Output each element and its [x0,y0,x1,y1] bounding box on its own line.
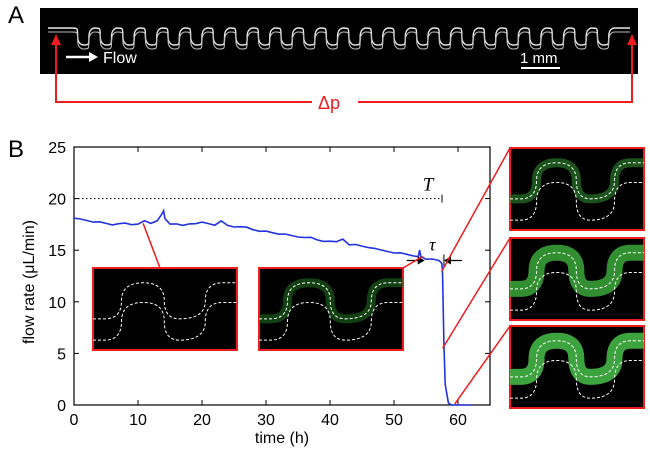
x-tick-label: 0 [70,412,79,429]
reference-line-group [74,194,443,203]
T-label: T [423,175,435,196]
pressure-label-bg [312,92,358,112]
y-tick-label: 0 [57,398,66,415]
x-tick-label: 50 [385,412,403,429]
inset-connector-line [142,223,161,269]
y-tick-label: 5 [57,346,66,363]
inset-connector-line [442,237,511,349]
serpentine-channel-outline [48,27,630,46]
flow-rate-chart: 0 10 20 30 40 50 60 0 5 10 15 20 25 time (h) flow ra… [21,140,645,447]
inset-connector-line [441,147,511,272]
panel-b-letter: B [8,136,25,163]
inset-images [92,147,645,409]
flow-arrow-head [89,52,98,62]
plot-frame [73,146,491,406]
inset-image [258,267,404,351]
inset-image [509,237,645,321]
flow-rate-trace [73,208,471,406]
panel-a-letter: A [8,2,25,29]
x-axis-label: time (h) [255,430,309,447]
inset-connector-line [454,325,511,405]
inset-image [509,147,645,231]
inset-channel-outline-lower [93,301,237,341]
serpentine-channel-outline [48,31,630,50]
pressure-label: Δp [318,93,340,113]
inset-fluorescence [510,332,644,385]
inset-fluorescence [510,158,644,204]
chart-axes [73,146,491,406]
panel-a-figure: Flow 1 mm Δp [40,8,638,113]
inset-fluorescence [510,244,644,297]
inset-connector-line [402,255,424,269]
inset-channel-outline-lower [510,271,644,311]
flow-label: Flow [103,50,137,67]
inlet-arrow-head [51,34,61,45]
tau-label: τ [429,235,436,255]
x-tick-label: 20 [193,412,211,429]
scale-bar-label: 1 mm [520,50,558,67]
y-tick-label: 15 [48,243,66,260]
inset-image [92,267,238,351]
inset-channel-outline-lower [510,359,644,399]
flow-trace-group [73,208,471,406]
chart-ticks: 0 10 20 30 40 50 60 0 5 10 15 20 25 [48,140,490,429]
x-tick-label: 60 [449,412,467,429]
inset-channel-outline-lower [510,181,644,221]
x-tick-label: 30 [257,412,275,429]
channel-image-background [40,8,638,74]
inset-channel-outline-lower [259,301,403,341]
y-tick-label: 20 [48,192,66,209]
outlet-arrow-head [627,34,637,45]
x-tick-label: 10 [129,412,147,429]
y-tick-label: 10 [48,295,66,312]
inset-image [509,325,645,409]
y-tick-label: 25 [48,140,66,157]
inset-channel-outline-upper [93,282,237,320]
inset-channel-outline-upper [259,282,403,320]
x-tick-label: 40 [321,412,339,429]
y-axis-label: flow rate (μL/min) [21,220,38,344]
